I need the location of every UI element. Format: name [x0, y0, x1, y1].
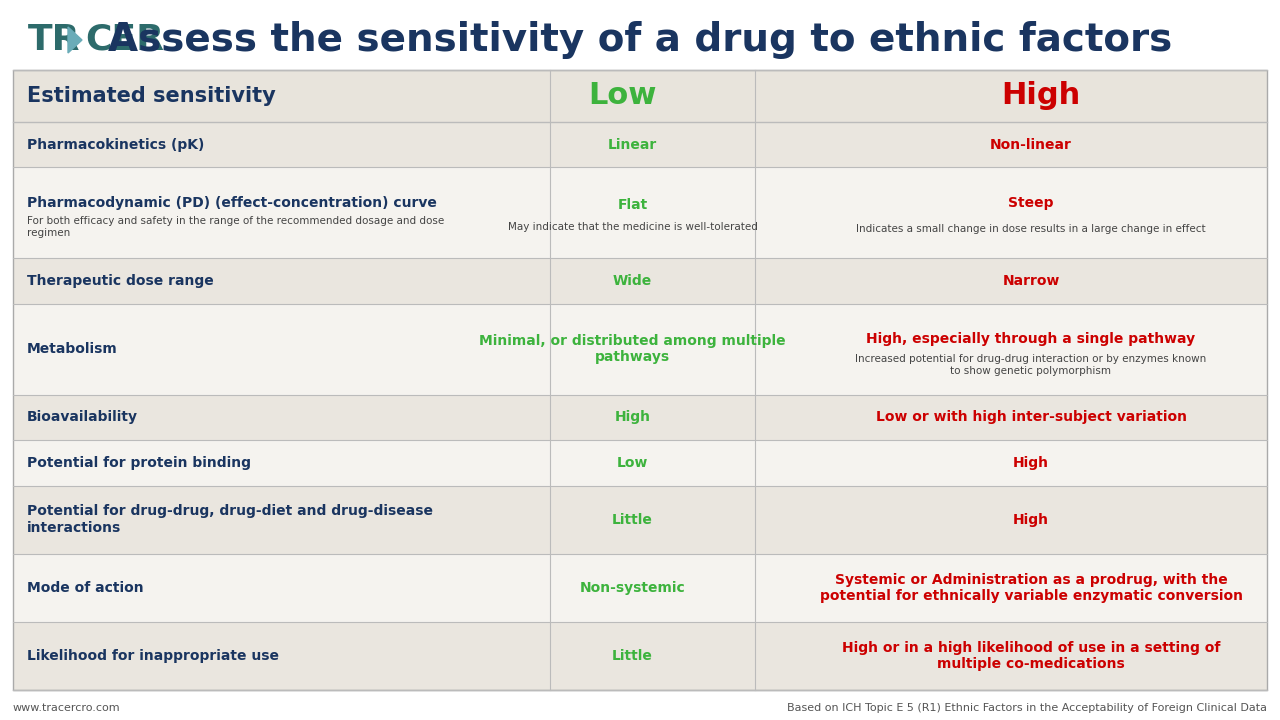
Text: High, especially through a single pathway: High, especially through a single pathwa…: [867, 332, 1196, 346]
Text: Mode of action: Mode of action: [27, 581, 143, 595]
Text: Therapeutic dose range: Therapeutic dose range: [27, 274, 214, 288]
Text: Systemic or Administration as a prodrug, with the
potential for ethnically varia: Systemic or Administration as a prodrug,…: [819, 572, 1243, 603]
Text: High: High: [1012, 456, 1050, 470]
Text: High: High: [1012, 513, 1050, 526]
Bar: [13, 622, 1267, 690]
Text: High or in a high likelihood of use in a setting of
multiple co-medications: High or in a high likelihood of use in a…: [842, 641, 1220, 671]
Text: Low or with high inter-subject variation: Low or with high inter-subject variation: [876, 410, 1187, 424]
Text: Metabolism: Metabolism: [27, 342, 118, 356]
Text: Pharmacodynamic (PD) (effect-concentration) curve: Pharmacodynamic (PD) (effect-concentrati…: [27, 196, 436, 210]
Bar: [13, 485, 1267, 554]
Text: Linear: Linear: [608, 138, 657, 152]
Text: High: High: [614, 410, 650, 424]
Text: Minimal, or distributed among multiple
pathways: Minimal, or distributed among multiple p…: [479, 334, 786, 364]
Text: Wide: Wide: [613, 274, 652, 288]
Bar: [13, 70, 1267, 122]
Bar: [13, 554, 1267, 622]
Text: Indicates a small change in dose results in a large change in effect: Indicates a small change in dose results…: [856, 224, 1206, 234]
Text: Little: Little: [612, 513, 653, 526]
Polygon shape: [68, 27, 82, 53]
Text: Little: Little: [612, 649, 653, 663]
Text: Steep: Steep: [1009, 196, 1053, 210]
Text: Bioavailability: Bioavailability: [27, 410, 138, 424]
Text: Potential for protein binding: Potential for protein binding: [27, 456, 251, 470]
Text: Increased potential for drug-drug interaction or by enzymes known
to show geneti: Increased potential for drug-drug intera…: [855, 354, 1207, 376]
Text: Based on ICH Topic E 5 (R1) Ethnic Factors in the Acceptability of Foreign Clini: Based on ICH Topic E 5 (R1) Ethnic Facto…: [787, 703, 1267, 713]
Text: Potential for drug-drug, drug-diet and drug-disease
interactions: Potential for drug-drug, drug-diet and d…: [27, 505, 433, 535]
Bar: [13, 395, 1267, 440]
Bar: [13, 70, 1267, 690]
Text: Low: Low: [617, 456, 648, 470]
Text: Flat: Flat: [617, 198, 648, 212]
Text: www.tracercro.com: www.tracercro.com: [13, 703, 120, 713]
Text: Pharmacokinetics (pK): Pharmacokinetics (pK): [27, 138, 205, 152]
Text: High: High: [1001, 81, 1080, 110]
Bar: [13, 168, 1267, 258]
Text: Likelihood for inappropriate use: Likelihood for inappropriate use: [27, 649, 279, 663]
Text: Narrow: Narrow: [1002, 274, 1060, 288]
Text: May indicate that the medicine is well-tolerated: May indicate that the medicine is well-t…: [508, 222, 758, 232]
Bar: [13, 122, 1267, 168]
Text: TR: TR: [28, 23, 81, 57]
Text: Estimated sensitivity: Estimated sensitivity: [27, 86, 275, 106]
Text: Non-linear: Non-linear: [989, 138, 1071, 152]
Bar: [13, 440, 1267, 485]
Text: CER: CER: [84, 23, 164, 57]
Text: Assess the sensitivity of a drug to ethnic factors: Assess the sensitivity of a drug to ethn…: [108, 21, 1172, 59]
Text: Low: Low: [589, 81, 657, 110]
Bar: [13, 258, 1267, 304]
Bar: [13, 304, 1267, 395]
Text: Non-systemic: Non-systemic: [580, 581, 685, 595]
Text: For both efficacy and safety in the range of the recommended dosage and dose
reg: For both efficacy and safety in the rang…: [27, 216, 444, 238]
